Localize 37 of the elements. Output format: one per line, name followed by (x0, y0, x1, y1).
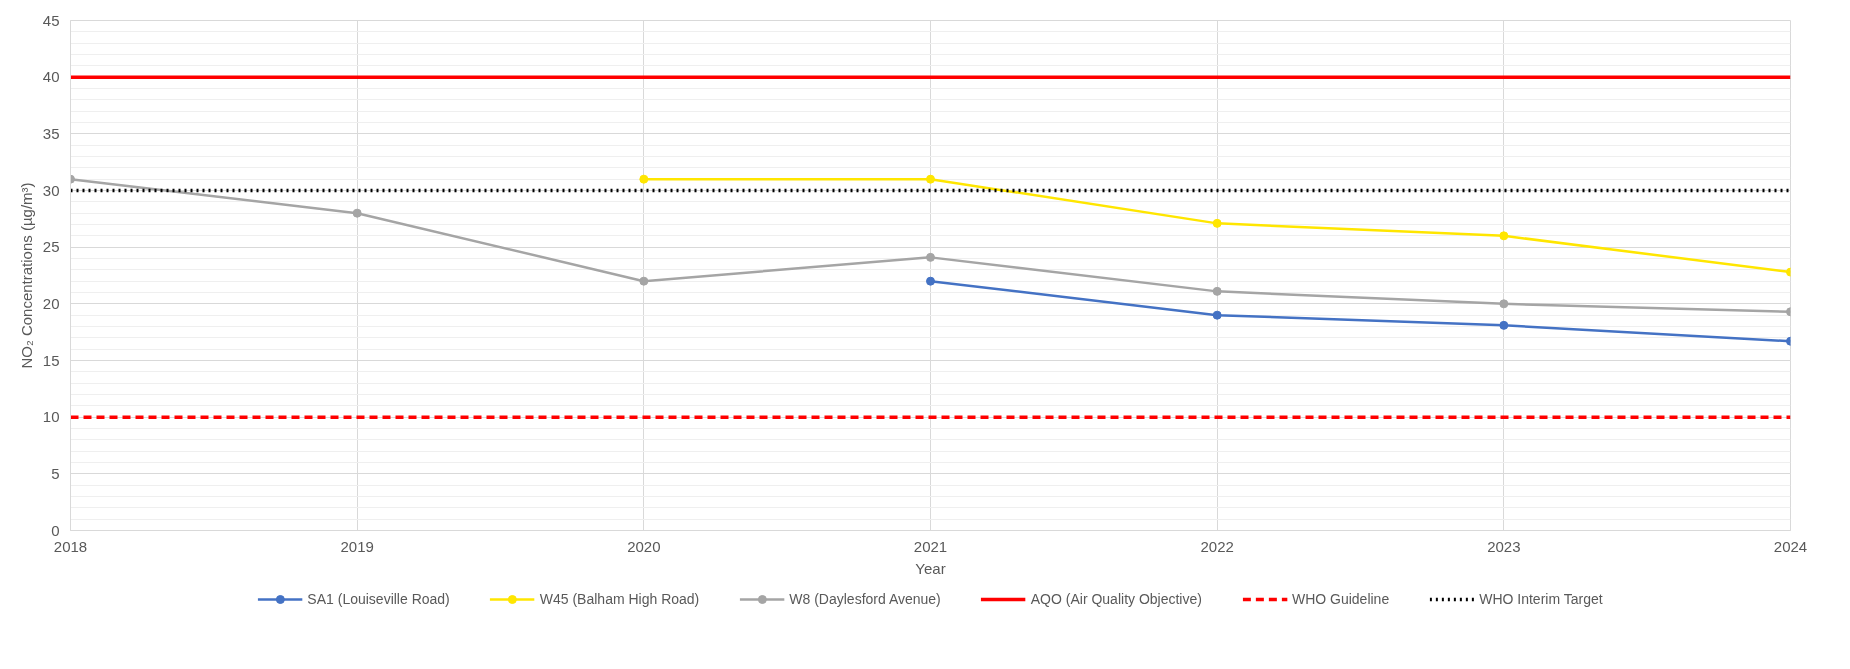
legend-label: WHO Guideline (1291, 591, 1390, 607)
legend-label: W8 (Daylesford Avenue) (789, 591, 941, 607)
y-tick-label: 15 (42, 351, 60, 369)
point (1212, 218, 1222, 228)
x-tick-label: 2024 (1773, 537, 1808, 555)
point (926, 276, 935, 286)
y-tick-label: 0 (51, 521, 60, 539)
point (1212, 310, 1222, 320)
x-tick-label: 2020 (627, 537, 661, 555)
y-tick-label: 20 (42, 294, 60, 312)
point (1212, 286, 1222, 296)
point (1499, 320, 1509, 330)
x-tick-label: 2018 (53, 537, 88, 555)
point (352, 208, 362, 218)
point (1499, 299, 1509, 309)
x-axis-title: Year (915, 559, 946, 577)
point (639, 276, 649, 286)
x-tick-label: 2022 (1200, 537, 1234, 555)
y-tick-label: 10 (42, 408, 60, 426)
y-tick-label: 40 (42, 68, 60, 86)
y-axis-title: NO₂ Concentrations (µg/m³) (17, 182, 35, 369)
point (926, 174, 935, 184)
y-tick-label: 5 (51, 464, 60, 482)
y-tick-label: 45 (42, 11, 60, 29)
x-tick-label: 2021 (913, 537, 948, 555)
legend-label: AQO (Air Quality Objective) (1030, 591, 1202, 607)
point (1499, 231, 1509, 241)
point (639, 174, 649, 184)
legend-label: SA1 (Louiseville Road) (307, 591, 450, 607)
y-tick-label: 30 (42, 181, 60, 199)
x-tick-label: 2023 (1487, 537, 1521, 555)
y-tick-label: 25 (42, 238, 60, 256)
y-tick-label: 35 (42, 124, 60, 142)
point (926, 252, 935, 262)
x-tick-label: 2019 (340, 537, 374, 555)
legend-label: WHO Interim Target (1479, 591, 1603, 607)
legend-label: W45 (Balham High Road) (539, 591, 700, 607)
